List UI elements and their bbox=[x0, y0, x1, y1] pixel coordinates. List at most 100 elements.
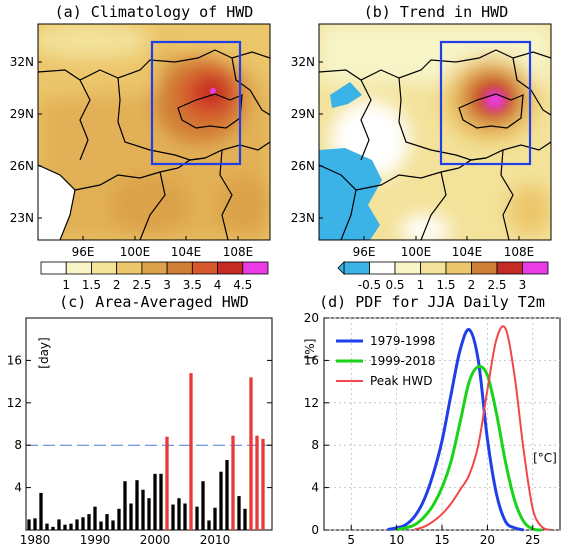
legend-label: Peak HWD bbox=[370, 374, 432, 388]
bar-1989 bbox=[87, 514, 91, 530]
bar-1993 bbox=[111, 520, 115, 530]
y-tick-label: 12 bbox=[304, 396, 319, 410]
x-tick-label: 2010 bbox=[200, 533, 231, 547]
panel-b-map bbox=[319, 24, 551, 240]
bar-2000 bbox=[153, 473, 157, 530]
colorbar-label: 2 bbox=[113, 278, 121, 292]
panel-a-lat-labels: 32N 29N 26N 23N bbox=[10, 55, 34, 225]
colorbar-swatch bbox=[445, 261, 472, 275]
bar-2001 bbox=[159, 473, 163, 530]
panel-c-frame bbox=[25, 317, 273, 531]
colorbar-label: 1.5 bbox=[436, 278, 455, 292]
lat-label: 29N bbox=[291, 107, 315, 121]
bar-1982 bbox=[45, 523, 49, 530]
bar-1988 bbox=[81, 517, 85, 530]
panel-a: (a) Climatology of HWD bbox=[10, 3, 271, 292]
bar-2015 bbox=[243, 508, 247, 530]
colorbar-label: 4.5 bbox=[233, 278, 252, 292]
panel-b-colorbar: -0.5 0.5 1 1.5 2 2.5 3 bbox=[337, 261, 549, 292]
bar-2009 bbox=[207, 520, 211, 530]
panel-c-chart: 4 8 12 16 1980 1990 2000 2010 bbox=[7, 353, 272, 547]
lat-label: 32N bbox=[291, 55, 315, 69]
bar-2003 bbox=[171, 504, 175, 530]
lon-label: 100E bbox=[401, 245, 432, 259]
colorbar-swatch bbox=[394, 261, 421, 275]
colorbar-swatch bbox=[343, 261, 370, 275]
y-tick-label: 0 bbox=[311, 523, 319, 537]
bar-1986 bbox=[69, 523, 73, 530]
x-tick-label: 20 bbox=[480, 533, 495, 547]
colorbar-swatch bbox=[420, 261, 447, 275]
y-tick-label: 8 bbox=[311, 438, 319, 452]
colorbar-label: 2.5 bbox=[132, 278, 151, 292]
colorbar-swatch bbox=[40, 261, 67, 275]
panel-b-lat-labels: 32N 29N 26N 23N bbox=[291, 55, 315, 225]
lon-label: 96E bbox=[72, 245, 95, 259]
colorbar-label: 2 bbox=[468, 278, 476, 292]
panel-d-y-unit: [%] bbox=[303, 339, 317, 360]
y-tick-label: 4 bbox=[311, 481, 319, 495]
colorbar-swatch bbox=[116, 261, 143, 275]
bar-2005 bbox=[183, 503, 187, 530]
x-tick-label: 10 bbox=[389, 533, 404, 547]
panel-d: (d) PDF for JJA Daily T2m [%] [°C] 0 4 8 12… bbox=[303, 293, 561, 547]
bar-2011 bbox=[219, 471, 223, 530]
panel-b: (b) Trend in HWD bbox=[291, 3, 552, 292]
panel-a-region-box bbox=[150, 40, 242, 166]
bar-2016 bbox=[249, 377, 253, 530]
bar-2014 bbox=[237, 496, 241, 530]
lon-label: 96E bbox=[353, 245, 376, 259]
bar-2004 bbox=[177, 498, 181, 530]
panel-a-title: (a) Climatology of HWD bbox=[55, 3, 254, 21]
bar-1997 bbox=[135, 480, 139, 530]
bar-2013 bbox=[231, 435, 235, 530]
y-tick-label: 8 bbox=[14, 438, 22, 452]
panel-b-lon-labels: 96E 100E 104E 108E bbox=[353, 245, 535, 259]
colorbar-swatch bbox=[166, 261, 193, 275]
panel-b-ticks bbox=[319, 61, 520, 240]
bar-1979 bbox=[27, 519, 31, 530]
colorbar-label: 3 bbox=[163, 278, 171, 292]
colorbar-swatch bbox=[471, 261, 498, 275]
bar-2012 bbox=[225, 460, 229, 530]
x-tick-label: 1980 bbox=[20, 533, 51, 547]
panel-c-unit-label: [day] bbox=[37, 337, 51, 368]
colorbar-swatch bbox=[369, 261, 396, 275]
bar-1995 bbox=[123, 481, 127, 530]
colorbar-label: 2.5 bbox=[487, 278, 506, 292]
legend-label: 1979-1998 bbox=[370, 334, 435, 348]
x-tick-label: 15 bbox=[434, 533, 449, 547]
y-tick-label: 12 bbox=[7, 396, 22, 410]
panel-d-legend: 1979-1998 1999-2018 Peak HWD bbox=[336, 334, 435, 388]
bar-1985 bbox=[63, 524, 67, 530]
colorbar-swatch bbox=[217, 261, 244, 275]
y-tick-label: 20 bbox=[304, 311, 319, 325]
bar-1984 bbox=[57, 519, 61, 530]
bar-2006 bbox=[189, 373, 193, 530]
lon-label: 104E bbox=[171, 245, 202, 259]
colorbar-label: 1 bbox=[62, 278, 70, 292]
series-line-1999-2018 bbox=[396, 365, 543, 532]
colorbar-label: 3 bbox=[519, 278, 527, 292]
colorbar-swatch bbox=[522, 261, 549, 275]
lon-label: 104E bbox=[452, 245, 483, 259]
series-line-peak-hwd bbox=[414, 325, 552, 531]
lat-label: 23N bbox=[291, 211, 315, 225]
panel-a-lon-labels: 96E 100E 104E 108E bbox=[72, 245, 254, 259]
bar-1987 bbox=[75, 519, 79, 530]
x-tick-label: 2000 bbox=[140, 533, 171, 547]
colorbar-swatch bbox=[141, 261, 168, 275]
colorbar-label: 0.5 bbox=[385, 278, 404, 292]
colorbar-label: 4 bbox=[214, 278, 222, 292]
y-tick-label: 16 bbox=[7, 353, 22, 367]
bar-1990 bbox=[93, 506, 97, 530]
series-line-1979-1998 bbox=[387, 328, 525, 532]
bar-2007 bbox=[195, 506, 199, 530]
x-tick-label: 1990 bbox=[80, 533, 111, 547]
panel-c: (c) Area-Averaged HWD [day] 4 8 12 16 1980 19… bbox=[7, 293, 273, 547]
bar-2002 bbox=[165, 436, 169, 530]
y-tick-label: 16 bbox=[304, 353, 319, 367]
colorbar-label: 1 bbox=[417, 278, 425, 292]
bar-1991 bbox=[99, 521, 103, 530]
